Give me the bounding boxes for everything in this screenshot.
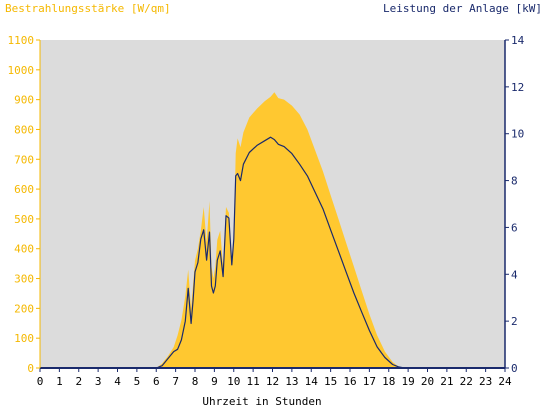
- right-tick-label: 8: [511, 175, 518, 188]
- left-tick-label: 700: [14, 153, 34, 166]
- x-axis-label: Uhrzeit in Stunden: [202, 395, 321, 408]
- x-tick-label: 24: [498, 375, 512, 388]
- x-tick-label: 2: [75, 375, 82, 388]
- axis-layer: 0 1 2 3 4 5 6 7 8 9 10 11 12 13 14 15 16 17 18 19 20 21 22 23 24…: [8, 34, 525, 388]
- right-tick-label: 10: [511, 128, 524, 141]
- left-tick-label: 800: [14, 123, 34, 136]
- right-tick-label: 0: [511, 362, 518, 375]
- x-tick-label: 1: [56, 375, 63, 388]
- right-tick-label: 4: [511, 268, 518, 281]
- x-tick-label: 11: [247, 375, 260, 388]
- x-tick-label: 10: [227, 375, 240, 388]
- left-tick-label: 500: [14, 213, 34, 226]
- x-tick-label: 14: [305, 375, 319, 388]
- series-layer: [40, 92, 505, 369]
- x-tick-label: 0: [37, 375, 44, 388]
- left-tick-label: 1100: [8, 34, 35, 47]
- right-axis-title: Leistung der Anlage [kW]: [383, 2, 542, 15]
- left-tick-label: 300: [14, 273, 34, 286]
- x-tick-label: 22: [460, 375, 473, 388]
- x-tick-label: 6: [153, 375, 160, 388]
- left-tick-label: 0: [27, 362, 34, 375]
- power-line: [40, 136, 505, 369]
- x-tick-label: 12: [266, 375, 279, 388]
- left-tick-label: 400: [14, 243, 34, 256]
- left-tick-label: 100: [14, 332, 34, 345]
- left-tick-label: 1000: [8, 64, 35, 77]
- left-tick-label: 600: [14, 183, 34, 196]
- x-tick-label: 7: [172, 375, 179, 388]
- right-tick-label: 6: [511, 221, 518, 234]
- x-tick-label: 23: [479, 375, 492, 388]
- x-tick-label: 9: [211, 375, 218, 388]
- x-tick-label: 3: [95, 375, 102, 388]
- x-tick-label: 5: [134, 375, 141, 388]
- left-tick-label: 900: [14, 94, 34, 107]
- x-tick-label: 19: [402, 375, 415, 388]
- x-tick-label: 17: [363, 375, 376, 388]
- left-axis-title: Bestrahlungsstärke [W/qm]: [5, 2, 171, 15]
- right-tick-label: 12: [511, 81, 524, 94]
- left-tick-label: 200: [14, 302, 34, 315]
- x-tick-label: 20: [421, 375, 434, 388]
- x-tick-label: 8: [192, 375, 199, 388]
- x-tick-label: 13: [285, 375, 298, 388]
- x-tick-label: 16: [343, 375, 356, 388]
- right-tick-label: 14: [511, 34, 525, 47]
- x-tick-label: 21: [440, 375, 453, 388]
- irradiance-area: [40, 92, 505, 368]
- x-tick-label: 15: [324, 375, 337, 388]
- right-tick-label: 2: [511, 315, 518, 328]
- x-tick-label: 4: [114, 375, 121, 388]
- x-tick-label: 18: [382, 375, 395, 388]
